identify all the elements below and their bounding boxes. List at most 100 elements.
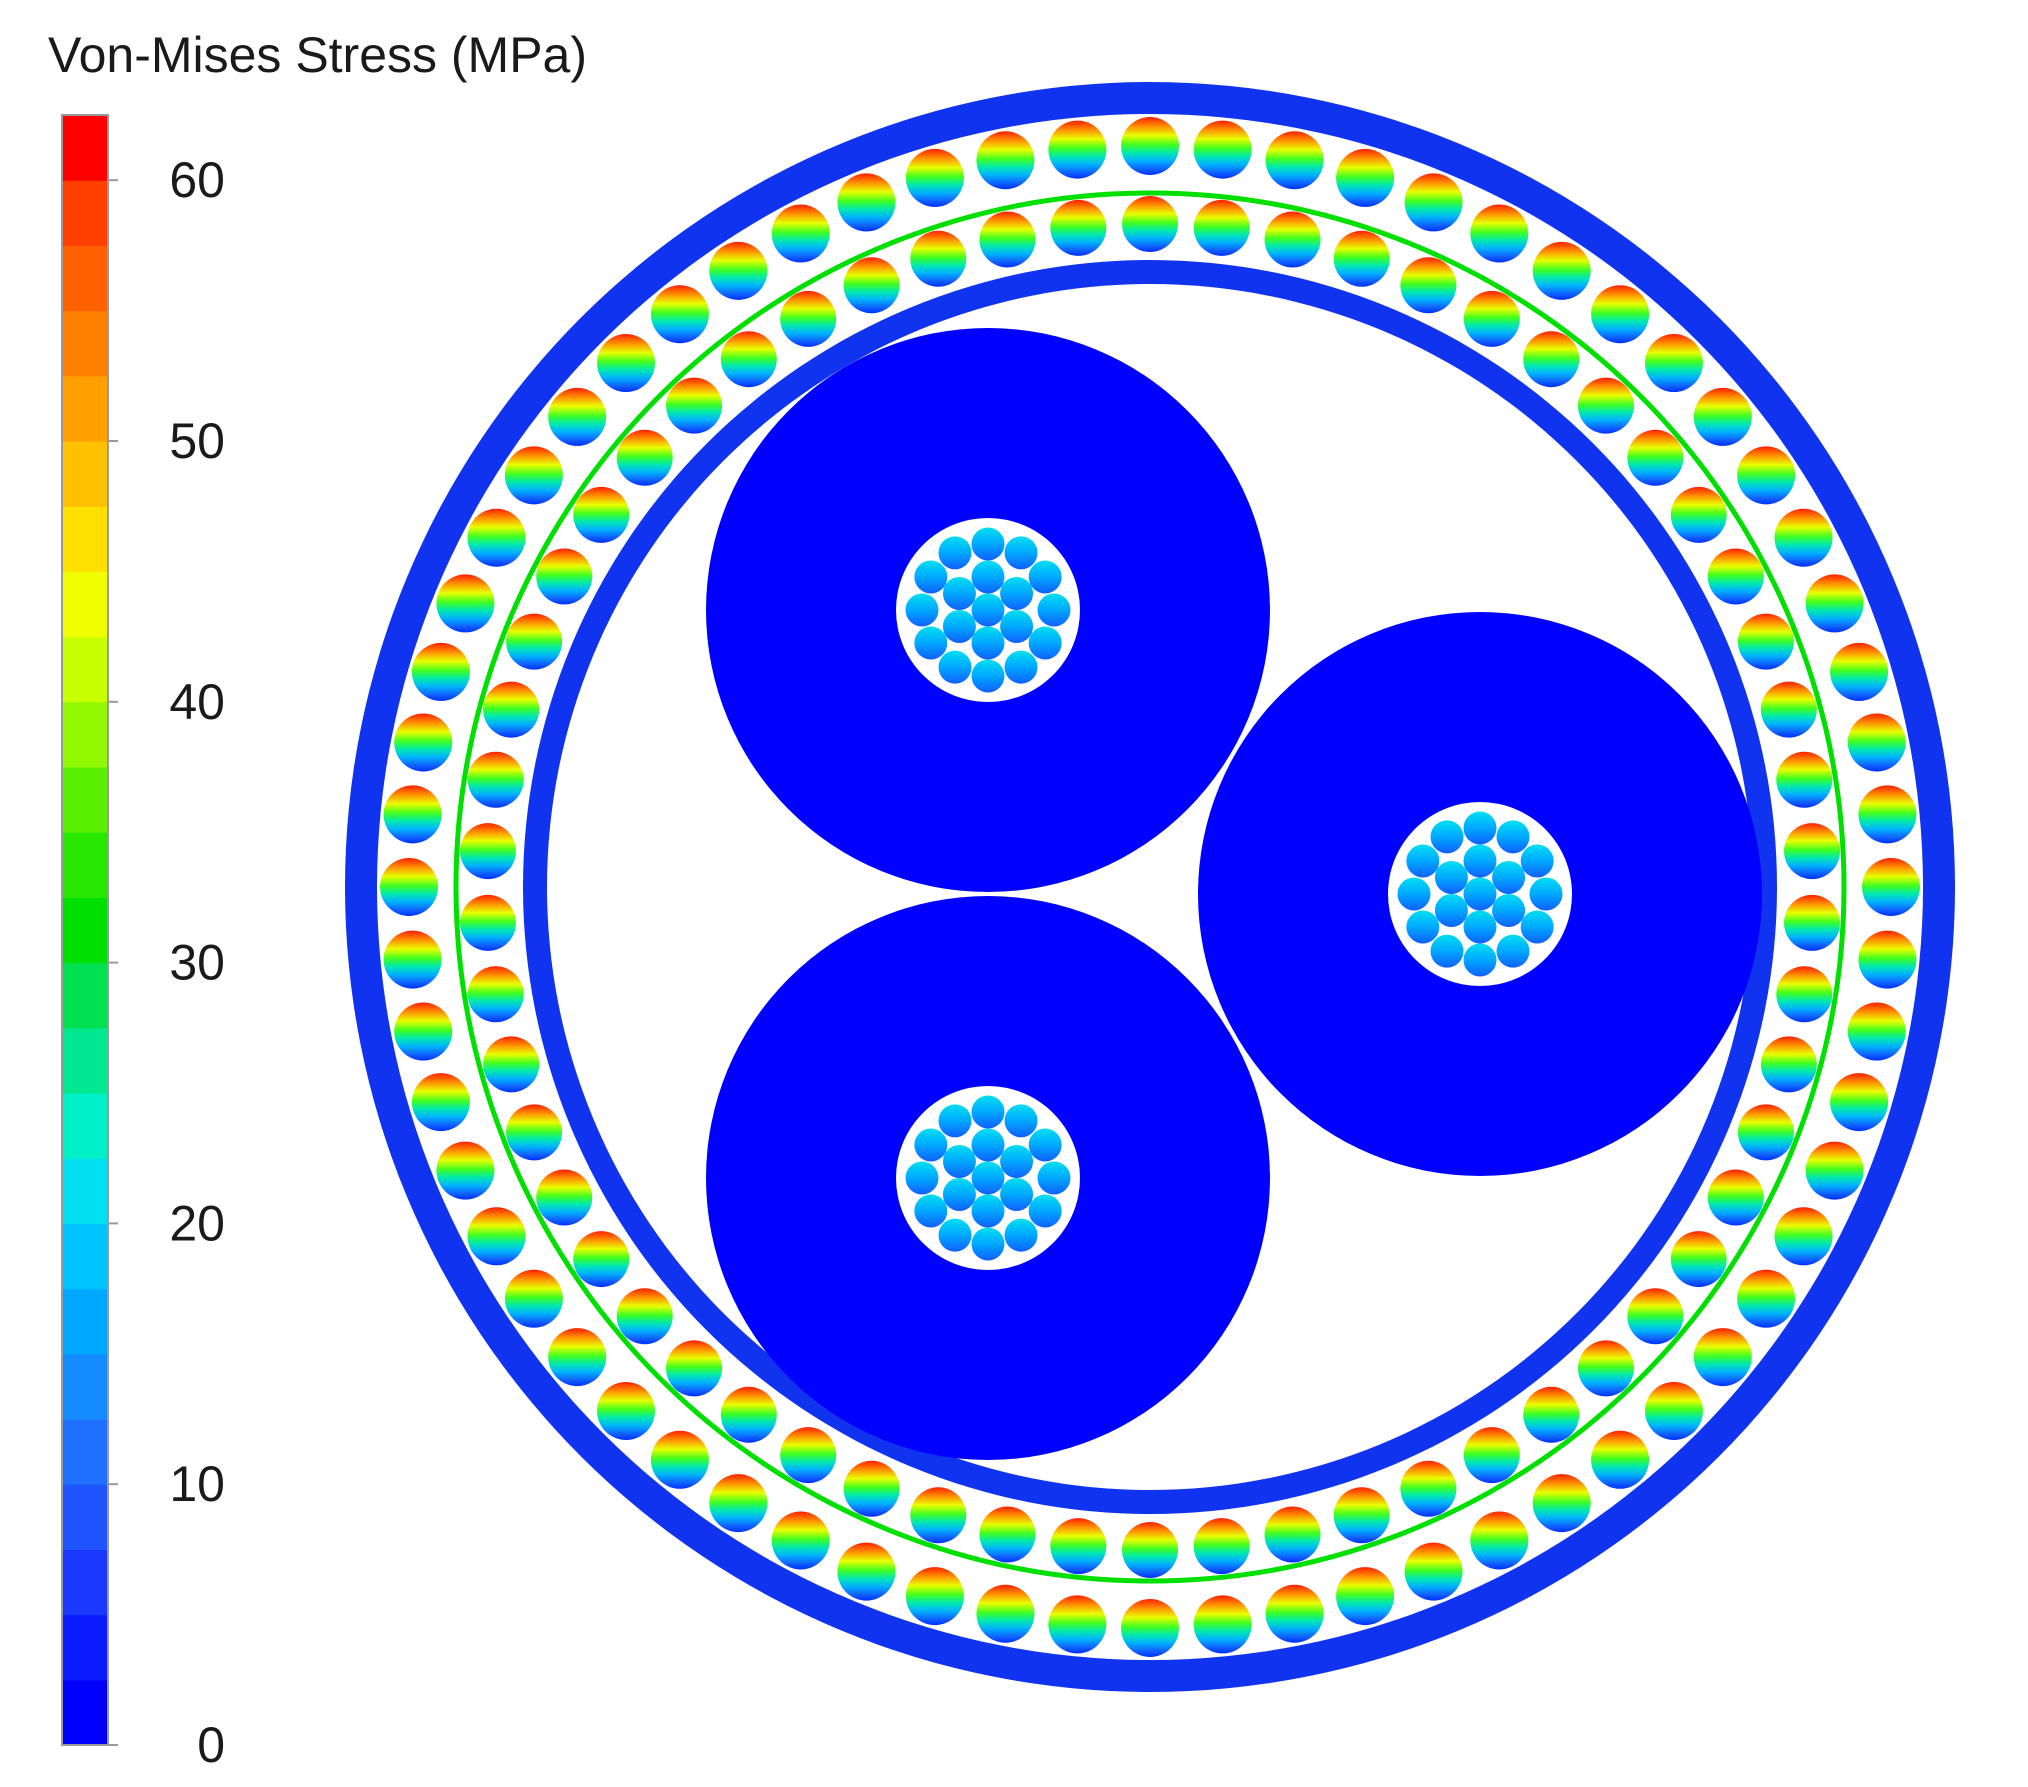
conductor-strand	[971, 626, 1005, 660]
armour-wire	[1776, 751, 1833, 808]
armour-wire	[1121, 1599, 1179, 1657]
inner-armour-layer	[459, 196, 1841, 1578]
armour-wire	[1847, 1002, 1906, 1061]
armour-wire	[1577, 377, 1634, 434]
armour-wire	[771, 1511, 830, 1570]
conductor-strand	[1520, 910, 1554, 944]
armour-wire	[1737, 446, 1796, 505]
armour-wire	[1050, 1518, 1107, 1575]
legend-ticks: 0 10 20 30 40 50 60	[108, 152, 225, 1773]
armour-wire	[1858, 785, 1917, 844]
conductor-strand	[971, 527, 1005, 561]
armour-wire	[383, 930, 442, 989]
armour-wire	[720, 1386, 777, 1443]
legend-color-segment	[62, 832, 108, 898]
armour-wire	[394, 713, 453, 772]
armour-wire	[1050, 199, 1107, 256]
conductor-strand	[971, 659, 1005, 693]
armour-bedding-ring	[453, 190, 1847, 1584]
armour-wire	[1862, 858, 1920, 916]
legend-tick-label: 20	[169, 1195, 225, 1251]
conductor-strand	[1463, 943, 1497, 977]
armour-wire	[843, 1460, 900, 1517]
armour-wire	[1523, 1386, 1580, 1443]
armour-wire	[597, 1381, 656, 1440]
armour-wire	[837, 1542, 896, 1601]
armour-wire	[1404, 1542, 1463, 1601]
armour-wire	[1858, 930, 1917, 989]
armour-wire	[1400, 1460, 1457, 1517]
conductor-strand	[1529, 877, 1563, 911]
conductor-strand	[1397, 877, 1431, 911]
conductor-strand	[905, 1161, 939, 1195]
legend-color-segment	[62, 1679, 108, 1746]
legend-tick-label: 10	[169, 1456, 225, 1512]
legend-color-segment	[62, 897, 108, 964]
power-core	[706, 328, 1270, 892]
armour-wire	[1048, 1595, 1107, 1654]
legend-tick-label: 30	[169, 935, 225, 991]
conductor-strand	[905, 593, 939, 627]
legend-color-segment	[62, 1353, 108, 1420]
armour-wire	[979, 211, 1036, 268]
armour-wire	[1805, 574, 1864, 633]
armour-wire	[1193, 120, 1252, 179]
conductor-strand	[1004, 1218, 1038, 1252]
armour-wire	[1463, 1427, 1520, 1484]
armour-wire	[1400, 257, 1457, 314]
power-core	[1198, 612, 1762, 1176]
armour-wire	[467, 1207, 526, 1266]
armour-wire	[383, 785, 442, 844]
armour-wire	[1193, 199, 1250, 256]
legend-title: Von-Mises Stress (MPa)	[48, 27, 587, 83]
legend-color-segment	[62, 962, 108, 1029]
conductor-strand	[1000, 1178, 1034, 1211]
armour-wire	[504, 446, 563, 505]
armour-wire	[536, 548, 593, 605]
legend-color-bar	[61, 114, 109, 1746]
armour-wire	[1627, 429, 1684, 486]
armour-wire	[394, 1002, 453, 1061]
armour-wire	[1805, 1141, 1864, 1200]
armour-wire	[459, 894, 516, 951]
armour-wire	[905, 1567, 964, 1626]
armour-wire	[709, 1474, 768, 1533]
armour-wire	[467, 966, 524, 1023]
armour-wire	[548, 1328, 607, 1387]
armour-wire	[1193, 1518, 1250, 1575]
conductor-strand	[1463, 877, 1497, 911]
armour-wire	[1523, 331, 1580, 388]
legend-color-segment	[62, 1614, 108, 1681]
armour-wire	[1532, 241, 1591, 300]
conductor-strand	[1028, 1194, 1062, 1228]
armour-wire	[976, 1584, 1035, 1643]
armour-wire	[666, 377, 723, 434]
armour-wire	[1336, 1567, 1395, 1626]
armour-wire	[597, 334, 656, 393]
conductor-strand	[1004, 650, 1038, 684]
legend-tick-label: 50	[169, 413, 225, 469]
armour-wire	[411, 1073, 470, 1132]
armour-wire	[380, 858, 438, 916]
armour-wire	[467, 508, 526, 567]
armour-wire	[616, 429, 673, 486]
conductor-strand	[914, 1194, 948, 1228]
armour-wire	[771, 204, 830, 263]
armour-wire	[1121, 117, 1179, 175]
armour-wire	[548, 387, 607, 446]
armour-wire	[666, 1340, 723, 1397]
legend-color-segment	[62, 636, 108, 703]
armour-wire	[1670, 486, 1727, 543]
conductor-strand	[971, 1227, 1005, 1261]
armour-wire	[1591, 1430, 1650, 1489]
conductor-strand	[1492, 861, 1526, 894]
power-core	[706, 896, 1270, 1460]
conductor-strand	[938, 1104, 972, 1138]
conductor-strand	[1028, 1128, 1062, 1162]
legend-color-segment	[62, 310, 108, 377]
legend-color-segment	[62, 767, 108, 833]
conductor-strand	[1406, 910, 1440, 944]
legend-color-segment	[62, 245, 108, 312]
armour-wire	[709, 241, 768, 300]
